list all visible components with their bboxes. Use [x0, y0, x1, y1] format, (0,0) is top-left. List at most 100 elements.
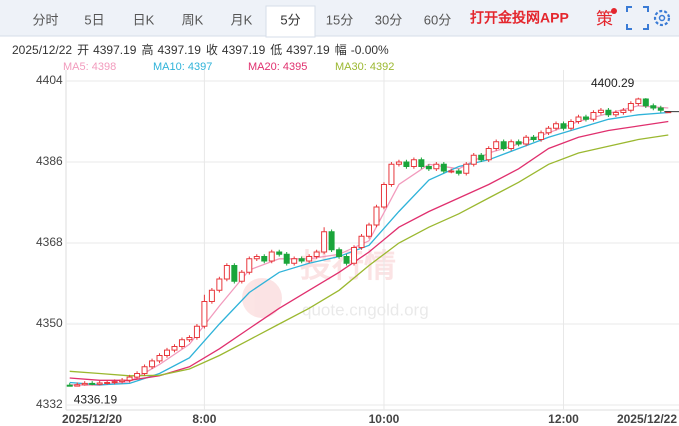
legend-entry: MA10: 4397 — [153, 61, 212, 73]
candle-body — [253, 256, 260, 260]
info-value: 4397.19 — [286, 43, 330, 57]
candle-body — [627, 103, 634, 111]
candle-body — [66, 384, 73, 387]
legend-entry: MA30: 4392 — [335, 61, 394, 73]
candle-body — [448, 170, 455, 173]
candle-body — [440, 163, 447, 172]
candle-body — [343, 256, 350, 264]
candle-body — [418, 159, 425, 167]
info-label: 幅 — [335, 42, 347, 57]
candle-body — [612, 112, 619, 116]
candle-body — [410, 159, 417, 167]
info-line: 2025/12/22 开 4397.19 高 4397.19 收 4397.19 低 4397.… — [12, 42, 389, 57]
tab[interactable]: 周K — [182, 12, 204, 27]
candle-body — [388, 163, 395, 185]
strategy-button[interactable]: 策 — [596, 9, 613, 28]
candle-body — [650, 105, 657, 109]
candle-body — [642, 98, 649, 107]
candle-body — [164, 349, 170, 357]
x-tick-label: 10:00 — [369, 412, 400, 426]
info-value: 4397.19 — [157, 43, 201, 57]
x-tick-label: 2025/12/20 — [62, 412, 122, 426]
candle-body — [81, 382, 88, 386]
x-tick-label: 12:00 — [548, 412, 579, 426]
candle-body — [523, 136, 530, 145]
candle-body — [425, 166, 432, 170]
candle-body — [336, 249, 343, 257]
tab[interactable]: 60分 — [424, 12, 451, 27]
candle-body — [358, 235, 365, 248]
y-tick-label: 4332 — [36, 397, 63, 411]
candle-body — [321, 231, 328, 253]
candle-body — [223, 265, 230, 280]
candle-body — [246, 258, 253, 273]
candle-body — [590, 112, 597, 120]
candle-body — [96, 382, 103, 385]
tab-selected-bg — [265, 5, 316, 38]
tab[interactable]: 分时 — [32, 12, 58, 27]
candle-body — [313, 251, 320, 257]
candle-body — [530, 136, 537, 140]
info-value: -0.00% — [351, 43, 389, 57]
candle-body — [478, 154, 485, 161]
candle-body — [186, 337, 193, 341]
candle-body — [208, 289, 215, 302]
candle-body — [89, 382, 96, 385]
info-label: 开 — [77, 43, 89, 57]
gear-outer — [653, 9, 671, 27]
tab[interactable]: 5分 — [280, 12, 300, 27]
candle-body — [126, 376, 133, 381]
ma-line — [69, 134, 669, 377]
candle-body — [620, 109, 627, 113]
legend-entry: MA20: 4395 — [248, 61, 307, 73]
candle-body — [156, 355, 163, 362]
fullscreen-icon[interactable] — [626, 6, 649, 30]
candle-body — [403, 161, 410, 167]
x-tick-label: 8:00 — [192, 412, 216, 426]
notify-dot — [611, 8, 617, 14]
candle-body — [485, 148, 492, 161]
tab[interactable]: 5日 — [84, 12, 104, 27]
candle-body — [104, 382, 111, 384]
candle-body — [201, 301, 208, 327]
tab[interactable]: 30分 — [375, 12, 402, 27]
candle-body — [373, 206, 380, 226]
info-value: 4397.19 — [222, 43, 266, 57]
candle-body — [508, 141, 515, 149]
gear-inner — [658, 14, 666, 22]
candle-body — [291, 258, 298, 264]
candle-body — [171, 346, 178, 351]
candle-body — [276, 251, 283, 255]
candle-body — [306, 256, 313, 262]
tab[interactable]: 15分 — [326, 12, 353, 27]
candle-body — [560, 123, 567, 129]
candle-body — [500, 141, 507, 149]
watermark-logo — [242, 278, 282, 318]
info-label: 收 — [206, 43, 218, 57]
tab[interactable]: 月K — [231, 12, 253, 27]
candle-body — [605, 109, 612, 116]
y-tick-label: 4404 — [36, 73, 63, 87]
settings-icon[interactable] — [653, 9, 671, 27]
candle-body — [597, 109, 604, 113]
candle-body — [231, 265, 238, 282]
candle-body — [119, 379, 126, 383]
app-link[interactable]: 打开金投网APP — [470, 10, 569, 26]
candle-body — [193, 325, 200, 338]
info-label: 高 — [141, 42, 153, 57]
candle-body — [268, 251, 275, 262]
candle-body — [328, 231, 335, 251]
candle-body — [538, 132, 545, 140]
tab-bar — [0, 0, 679, 36]
ma-line — [69, 111, 669, 386]
candle-body — [298, 258, 305, 262]
info-date: 2025/12/22 — [12, 43, 72, 57]
candle-body — [380, 184, 387, 208]
info-label: 低 — [270, 43, 282, 57]
candle-body — [283, 253, 290, 264]
max-label: 4400.29 — [591, 76, 635, 90]
candle-body — [178, 339, 185, 347]
candle-body — [553, 123, 560, 129]
candle-body — [455, 170, 462, 174]
tab[interactable]: 日K — [133, 12, 155, 27]
